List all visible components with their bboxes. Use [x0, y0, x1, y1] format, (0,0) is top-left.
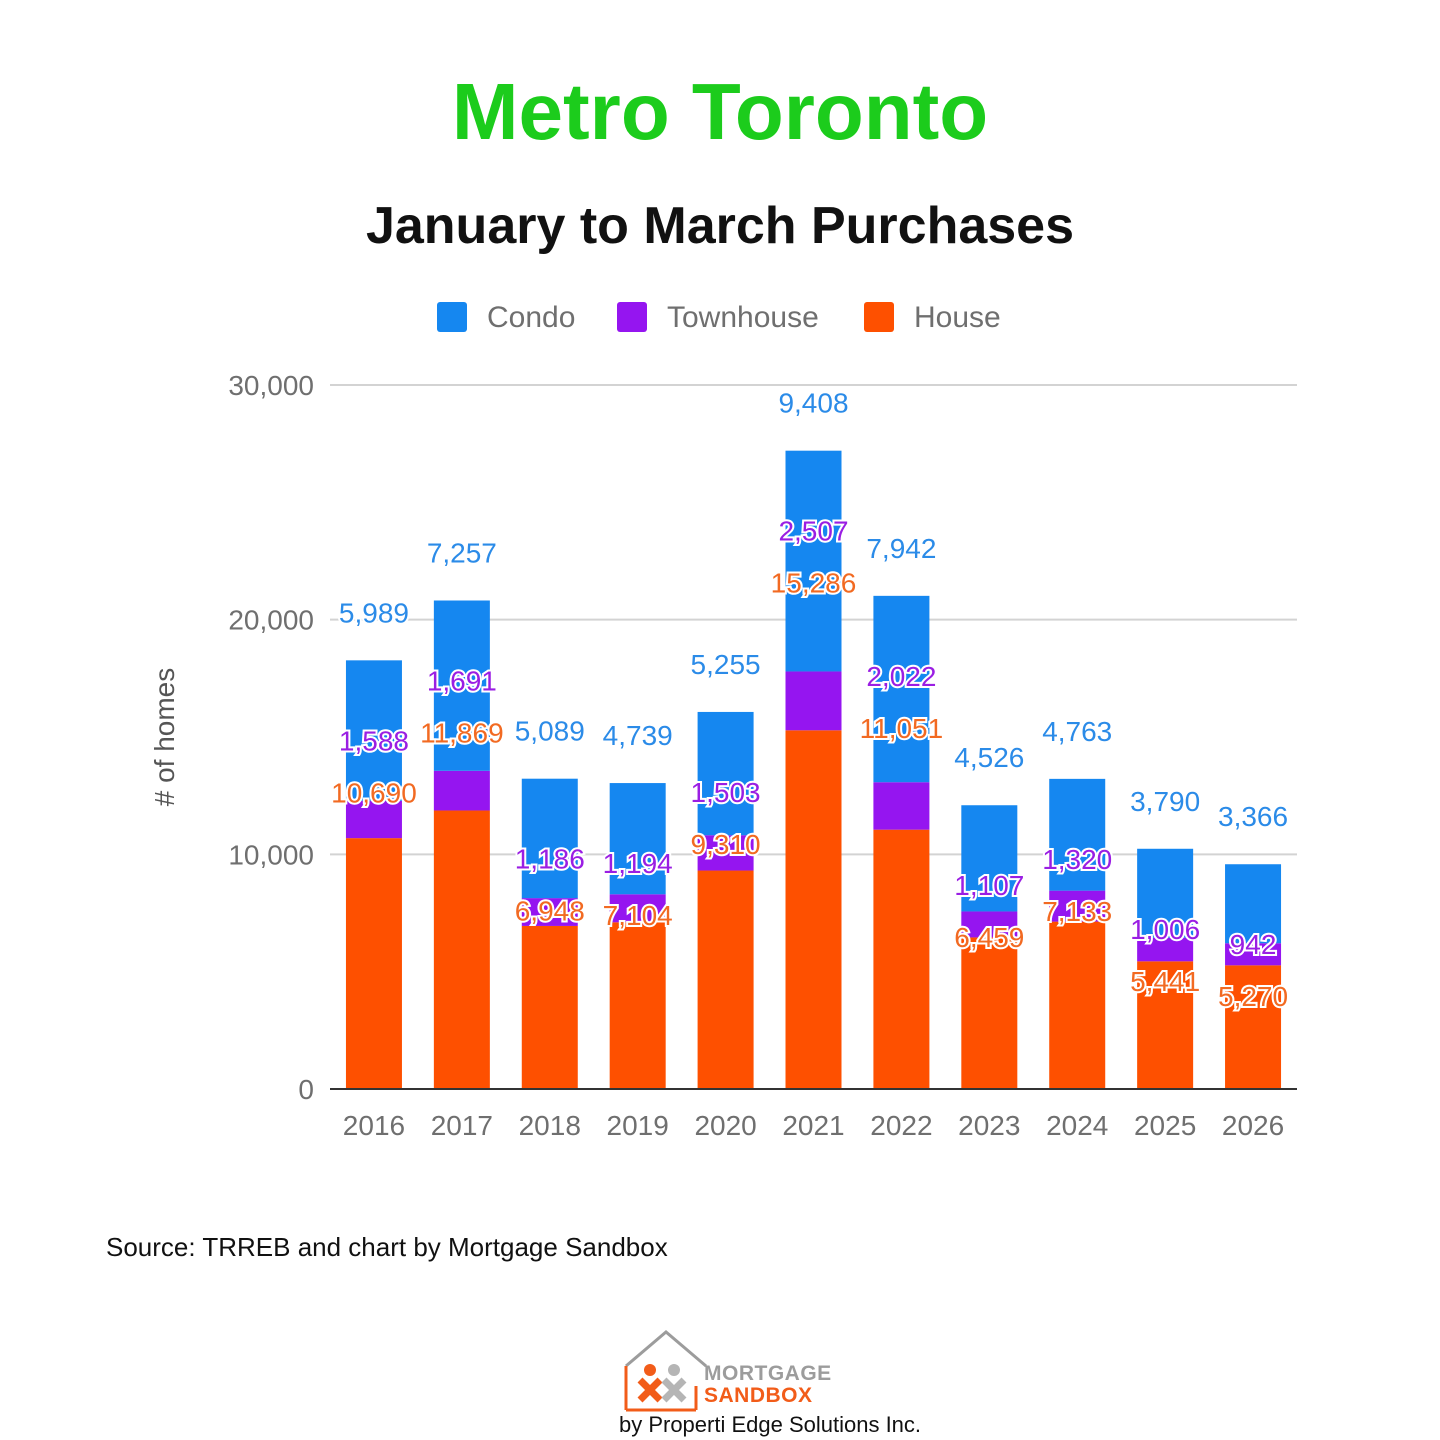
bar-townhouse-2018	[521, 898, 578, 926]
x-tick-label: 2023	[958, 1110, 1020, 1141]
data-label-townhouse: 1,107	[954, 870, 1024, 901]
y-tick-label: 0	[298, 1074, 314, 1105]
data-label-townhouse: 2,022	[866, 661, 936, 692]
data-label-townhouse: 1,186	[515, 844, 585, 875]
bar-house-2021	[785, 730, 842, 1089]
bar-condo-2018	[521, 778, 578, 899]
x-tick-label: 2021	[782, 1110, 844, 1141]
data-label-townhouse: 942	[1230, 929, 1277, 960]
bar-house-2024	[1049, 921, 1106, 1089]
bar-condo-2021	[785, 450, 842, 672]
data-label-house: 15,286	[771, 568, 857, 599]
legend-swatch-house	[864, 302, 894, 332]
data-label-condo: 7,257	[427, 537, 497, 568]
bar-townhouse-2021	[785, 671, 842, 731]
data-label-house: 6,459	[954, 922, 1024, 953]
data-label-house: 11,869	[420, 717, 504, 748]
bar-condo-2023	[961, 805, 1018, 912]
x-tick-label: 2016	[343, 1110, 405, 1141]
data-label-condo: 4,763	[1042, 716, 1112, 747]
bar-townhouse-2017	[433, 770, 490, 811]
bar-townhouse-2026	[1225, 943, 1282, 966]
bar-townhouse-2016	[345, 800, 402, 839]
data-label-house: 7,104	[603, 900, 673, 931]
bar-house-2026	[1225, 965, 1282, 1089]
x-tick-label: 2018	[519, 1110, 581, 1141]
bar-condo-2016	[345, 660, 402, 801]
legend-label-townhouse: Townhouse	[667, 301, 819, 334]
data-label-house: 11,051	[860, 713, 944, 744]
data-label-townhouse: 1,006	[1130, 914, 1200, 945]
legend-label-condo: Condo	[487, 301, 575, 334]
data-label-townhouse: 1,588	[339, 725, 409, 756]
y-tick-label: 20,000	[228, 605, 314, 636]
byline-text: by Properti Edge Solutions Inc.	[618, 1412, 922, 1437]
bar-house-2016	[345, 838, 402, 1089]
data-label-townhouse: 1,691	[427, 665, 497, 696]
bar-house-2020	[697, 870, 754, 1089]
chart-subtitle: January to March Purchases	[365, 197, 1075, 255]
bar-condo-2017	[433, 600, 490, 771]
data-label-house: 10,690	[331, 777, 417, 808]
page-title: Metro Toronto	[451, 67, 989, 156]
bar-townhouse-2024	[1049, 890, 1106, 922]
bar-townhouse-2019	[609, 894, 666, 923]
bar-house-2022	[873, 829, 930, 1089]
bar-townhouse-2023	[961, 911, 1018, 938]
y-tick-label: 30,000	[228, 370, 314, 401]
x-tick-label: 2026	[1222, 1110, 1284, 1141]
byline: by Properti Edge Solutions Inc.	[0, 1412, 1440, 1438]
bar-townhouse-2020	[697, 835, 754, 871]
data-label-townhouse: 1,320	[1042, 844, 1112, 875]
data-label-condo: 3,790	[1130, 786, 1200, 817]
data-label-house: 7,133	[1042, 896, 1112, 927]
logo-text-mortgage: MORTGAGE	[704, 1362, 832, 1385]
bar-house-2019	[609, 922, 666, 1089]
bar-condo-2022	[873, 595, 930, 783]
legend-swatch-condo	[437, 302, 467, 332]
y-tick-label: 10,000	[228, 839, 314, 870]
data-label-townhouse: 1,194	[603, 848, 673, 879]
bar-house-2018	[521, 925, 578, 1089]
bar-house-2025	[1137, 961, 1194, 1089]
data-label-condo: 9,408	[778, 388, 848, 419]
data-label-condo: 7,942	[866, 533, 936, 564]
data-label-condo: 4,739	[603, 720, 673, 751]
x-tick-label: 2017	[431, 1110, 493, 1141]
bar-condo-2025	[1137, 848, 1194, 938]
bar-condo-2026	[1225, 864, 1282, 944]
legend-swatch-townhouse	[617, 302, 647, 332]
bar-house-2017	[433, 810, 490, 1089]
x-tick-label: 2020	[694, 1110, 756, 1141]
x-tick-label: 2022	[870, 1110, 932, 1141]
mortgage-sandbox-logo: MORTGAGE SANDBOX	[620, 1326, 840, 1436]
data-label-condo: 5,255	[691, 649, 761, 680]
x-tick-label: 2025	[1134, 1110, 1196, 1141]
bar-house-2023	[961, 937, 1018, 1089]
data-label-townhouse: 1,503	[691, 777, 761, 808]
data-label-condo: 5,089	[515, 716, 585, 747]
bar-condo-2019	[609, 783, 666, 895]
data-label-house: 9,310	[691, 829, 761, 860]
y-axis-title: # of homes	[149, 668, 180, 807]
x-tick-label: 2024	[1046, 1110, 1108, 1141]
bar-townhouse-2025	[1137, 937, 1194, 962]
data-label-condo: 4,526	[954, 742, 1024, 773]
legend-label-house: House	[914, 301, 1001, 334]
data-label-condo: 3,366	[1218, 801, 1288, 832]
data-label-house: 5,441	[1130, 966, 1200, 997]
data-label-house: 6,948	[515, 896, 585, 927]
bar-condo-2020	[697, 711, 754, 836]
house-logo-icon	[624, 1330, 707, 1412]
data-label-townhouse: 2,507	[778, 516, 848, 547]
data-label-house: 5,270	[1218, 981, 1288, 1012]
logo-text-sandbox: SANDBOX	[704, 1384, 813, 1407]
bar-condo-2024	[1049, 778, 1106, 891]
bar-townhouse-2022	[873, 782, 930, 830]
stacked-bar-chart: 0 10,000 20,000 30,000 # of homes Condo Townho…	[149, 301, 1297, 1141]
source-note: Source: TRREB and chart by Mortgage Sand…	[106, 1232, 668, 1262]
data-label-condo: 5,989	[339, 597, 409, 628]
x-tick-label: 2019	[607, 1110, 669, 1141]
